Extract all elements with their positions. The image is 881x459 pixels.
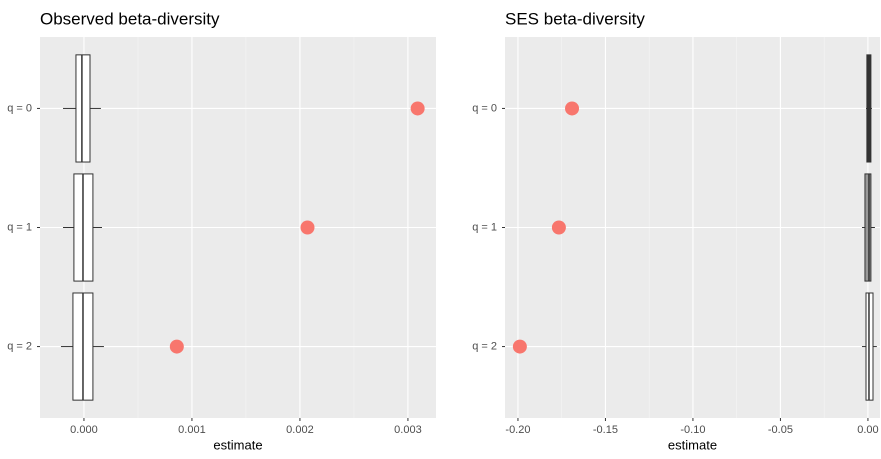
y-tick-label: q = 2 [472, 340, 497, 352]
x-axis-label: estimate [668, 437, 717, 452]
x-tick-label: 0.000 [70, 424, 98, 436]
chart-title: Observed beta-diversity [40, 9, 220, 28]
point [300, 220, 315, 235]
y-tick-label: q = 2 [7, 340, 32, 352]
x-tick-label: -0.20 [505, 424, 530, 436]
point [169, 339, 184, 354]
x-tick-label: -0.15 [593, 424, 618, 436]
x-tick-label: 0.001 [178, 424, 206, 436]
chart-title: SES beta-diversity [505, 9, 645, 28]
x-tick-label: -0.10 [680, 424, 705, 436]
x-axis-label: estimate [213, 437, 262, 452]
point [512, 339, 527, 354]
y-tick-label: q = 0 [472, 102, 497, 114]
box [864, 173, 872, 282]
x-tick-label: 0.002 [286, 424, 314, 436]
x-tick-label: 0.003 [394, 424, 422, 436]
y-tick-label: q = 0 [7, 102, 32, 114]
y-tick-label: q = 1 [472, 221, 497, 233]
point [565, 101, 580, 116]
x-tick-label: -0.05 [768, 424, 793, 436]
box [75, 54, 91, 163]
point [551, 220, 566, 235]
x-tick-label: 0.00 [857, 424, 878, 436]
y-tick-label: q = 1 [7, 221, 32, 233]
point [410, 101, 425, 116]
